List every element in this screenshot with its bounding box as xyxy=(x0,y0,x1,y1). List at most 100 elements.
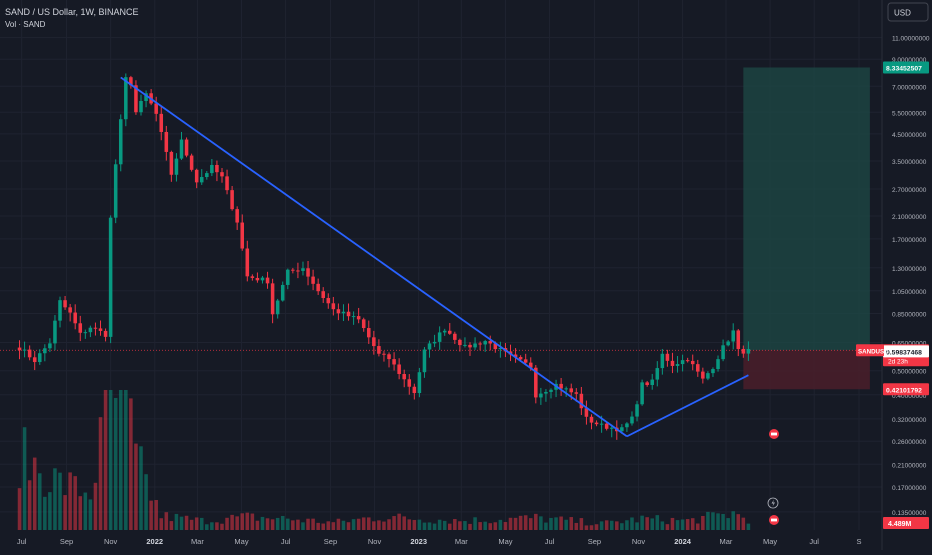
price-tick-label: 0.13500000 xyxy=(892,510,927,517)
candle xyxy=(265,271,270,289)
volume-label: Vol · SAND xyxy=(5,20,46,29)
price-tick-label: 1.30000000 xyxy=(892,266,927,273)
candle-body xyxy=(139,100,143,113)
price-badges: 8.334525070.604452362d 23h0.598374680.42… xyxy=(856,61,929,529)
candle-body xyxy=(650,379,654,385)
candle-body xyxy=(447,330,452,334)
volume-bar xyxy=(523,515,528,530)
volume-bar xyxy=(483,521,487,530)
volume-bar xyxy=(301,522,305,530)
candle-body xyxy=(63,300,67,308)
candle-body xyxy=(98,328,103,331)
candle xyxy=(321,287,325,303)
candle xyxy=(255,272,260,283)
candle xyxy=(458,338,462,352)
price-badge-bg xyxy=(883,345,929,358)
price-tick-label: 5.50000000 xyxy=(892,110,927,117)
volume-bar xyxy=(498,519,503,530)
volume-bar xyxy=(321,523,325,530)
candle xyxy=(361,317,366,332)
volume-bar xyxy=(392,516,396,530)
volume-bar xyxy=(215,522,219,530)
price-tick-label: 11.00000000 xyxy=(892,36,930,43)
candle xyxy=(189,153,194,172)
candle-body xyxy=(463,344,467,346)
price-axis[interactable]: 11.00000000 9.00000000 7.00000000 5.5000000… xyxy=(881,0,930,550)
candle-body xyxy=(356,316,361,320)
candle xyxy=(306,260,310,286)
candle-body xyxy=(377,346,381,354)
volume-bar xyxy=(149,500,153,530)
volume-bar xyxy=(291,520,295,530)
candle xyxy=(397,358,401,380)
candle xyxy=(670,352,675,374)
volume-bar xyxy=(534,513,538,530)
candle xyxy=(88,325,93,338)
price-tick-label: 7.00000000 xyxy=(892,84,927,91)
candle xyxy=(139,94,143,116)
candle xyxy=(382,350,386,362)
candle xyxy=(437,326,442,350)
chart-title: SAND / US Dollar, 1W, BINANCE xyxy=(5,7,139,17)
price-badge: 8.33452507 xyxy=(883,61,929,74)
volume-bar xyxy=(270,519,275,530)
candle xyxy=(549,388,553,399)
candle-body xyxy=(240,222,245,249)
volume-bar xyxy=(235,516,239,530)
volume-bar xyxy=(240,513,245,530)
candle xyxy=(594,420,599,427)
candle-body xyxy=(498,348,503,350)
candle xyxy=(275,298,280,319)
volume-bar xyxy=(48,492,52,530)
price-badge-value: 0.59837468 xyxy=(886,349,922,356)
volume-bar xyxy=(468,523,472,530)
volume-bar xyxy=(508,517,513,530)
candle xyxy=(220,167,224,183)
volume-bar xyxy=(493,522,498,530)
candle-body xyxy=(367,328,371,338)
candle-body xyxy=(635,404,639,417)
candle xyxy=(280,281,285,302)
candle xyxy=(392,352,396,371)
volume-bar xyxy=(139,446,143,530)
candle-body xyxy=(579,393,584,409)
candle-body xyxy=(468,344,472,348)
candle xyxy=(716,355,720,372)
candle xyxy=(98,320,103,336)
volume-bar xyxy=(417,519,422,530)
candle-body xyxy=(301,268,305,271)
alert-icon[interactable] xyxy=(767,497,779,509)
flag-icon[interactable] xyxy=(769,515,779,525)
candle-body xyxy=(594,422,599,425)
position-zones[interactable] xyxy=(0,67,882,390)
time-axis[interactable]: Jul Sep Nov 2022 Mar May Jul Sep Nov 2023 Mar May Ju… xyxy=(17,537,862,546)
candle-body xyxy=(437,332,442,342)
candle xyxy=(341,304,346,322)
candle xyxy=(235,206,239,230)
candle-body xyxy=(361,319,366,329)
candle-body xyxy=(260,277,265,281)
volume-bar xyxy=(78,496,83,530)
candle-body xyxy=(539,393,543,398)
candle xyxy=(711,367,715,377)
candle xyxy=(660,348,665,375)
candle-body xyxy=(559,383,563,389)
candle xyxy=(43,344,47,362)
candle xyxy=(205,171,209,180)
candle xyxy=(169,150,174,182)
candle-body xyxy=(17,347,22,351)
volume-bar xyxy=(387,519,391,530)
flag-icon[interactable] xyxy=(769,429,779,439)
time-tick-label: Nov xyxy=(368,537,382,546)
currency-button[interactable]: USD xyxy=(887,2,929,22)
candle xyxy=(83,329,88,339)
volume-bar xyxy=(680,519,685,530)
candle-body xyxy=(518,357,523,360)
volume-bar xyxy=(341,520,346,530)
candle-body xyxy=(230,190,234,210)
candle xyxy=(746,341,751,361)
candle-body xyxy=(701,371,705,379)
trendlines[interactable] xyxy=(120,76,749,438)
